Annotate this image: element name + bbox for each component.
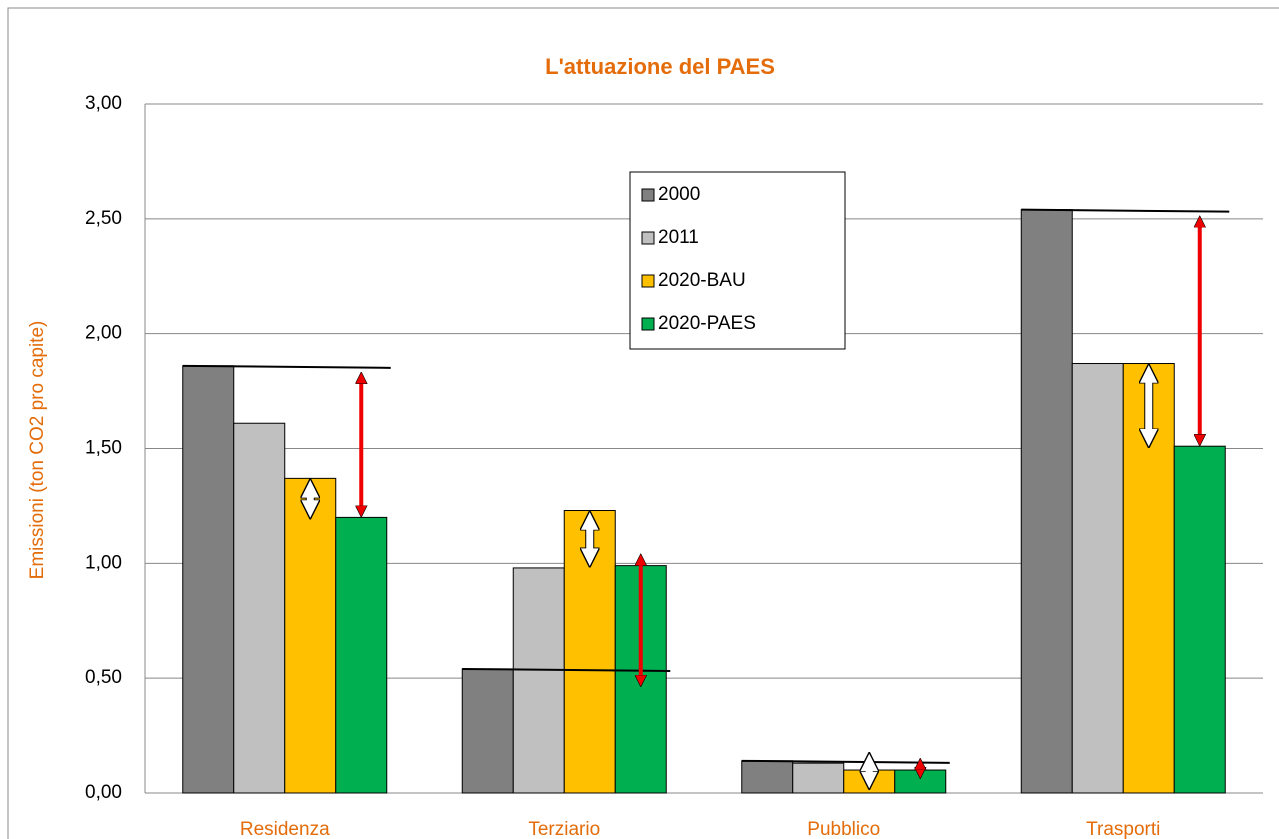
reference-line — [1021, 208, 1230, 213]
legend-box — [629, 171, 846, 350]
y-tick-label: 1,50 — [85, 438, 122, 459]
legend-swatch — [641, 317, 655, 331]
bar — [894, 769, 947, 794]
chart-title: L'attuazione del PAES — [545, 54, 775, 79]
legend-swatch — [641, 188, 655, 202]
bar — [792, 762, 845, 794]
bar — [182, 365, 235, 794]
legend-swatch — [641, 231, 655, 245]
bar — [1173, 445, 1226, 794]
bar — [233, 422, 286, 794]
y-tick-label: 0,00 — [85, 782, 122, 803]
bar — [741, 760, 794, 794]
bar — [512, 567, 565, 794]
bar — [335, 516, 388, 794]
y-tick-label: 1,00 — [85, 552, 122, 573]
y-axis-label: Emissioni (ton CO2 pro capite) — [27, 321, 48, 580]
legend-label: 2000 — [658, 184, 700, 205]
y-tick-label: 2,00 — [85, 323, 122, 344]
x-tick-label: Trasporti — [1086, 819, 1160, 839]
bar — [1020, 209, 1073, 794]
y-tick-label: 2,50 — [85, 208, 122, 229]
legend-label: 2020-BAU — [658, 270, 746, 291]
y-tick-label: 3,00 — [85, 93, 122, 114]
legend-swatch — [641, 274, 655, 288]
bar — [284, 477, 337, 794]
bar — [461, 668, 514, 794]
x-tick-label: Residenza — [240, 819, 330, 839]
bar — [1071, 363, 1124, 794]
reference-line — [182, 364, 391, 369]
x-tick-label: Terziario — [528, 819, 600, 839]
legend-label: 2020-PAES — [658, 313, 756, 334]
legend-label: 2011 — [658, 227, 699, 248]
x-tick-label: Pubblico — [807, 819, 880, 839]
y-tick-label: 0,50 — [85, 667, 122, 688]
